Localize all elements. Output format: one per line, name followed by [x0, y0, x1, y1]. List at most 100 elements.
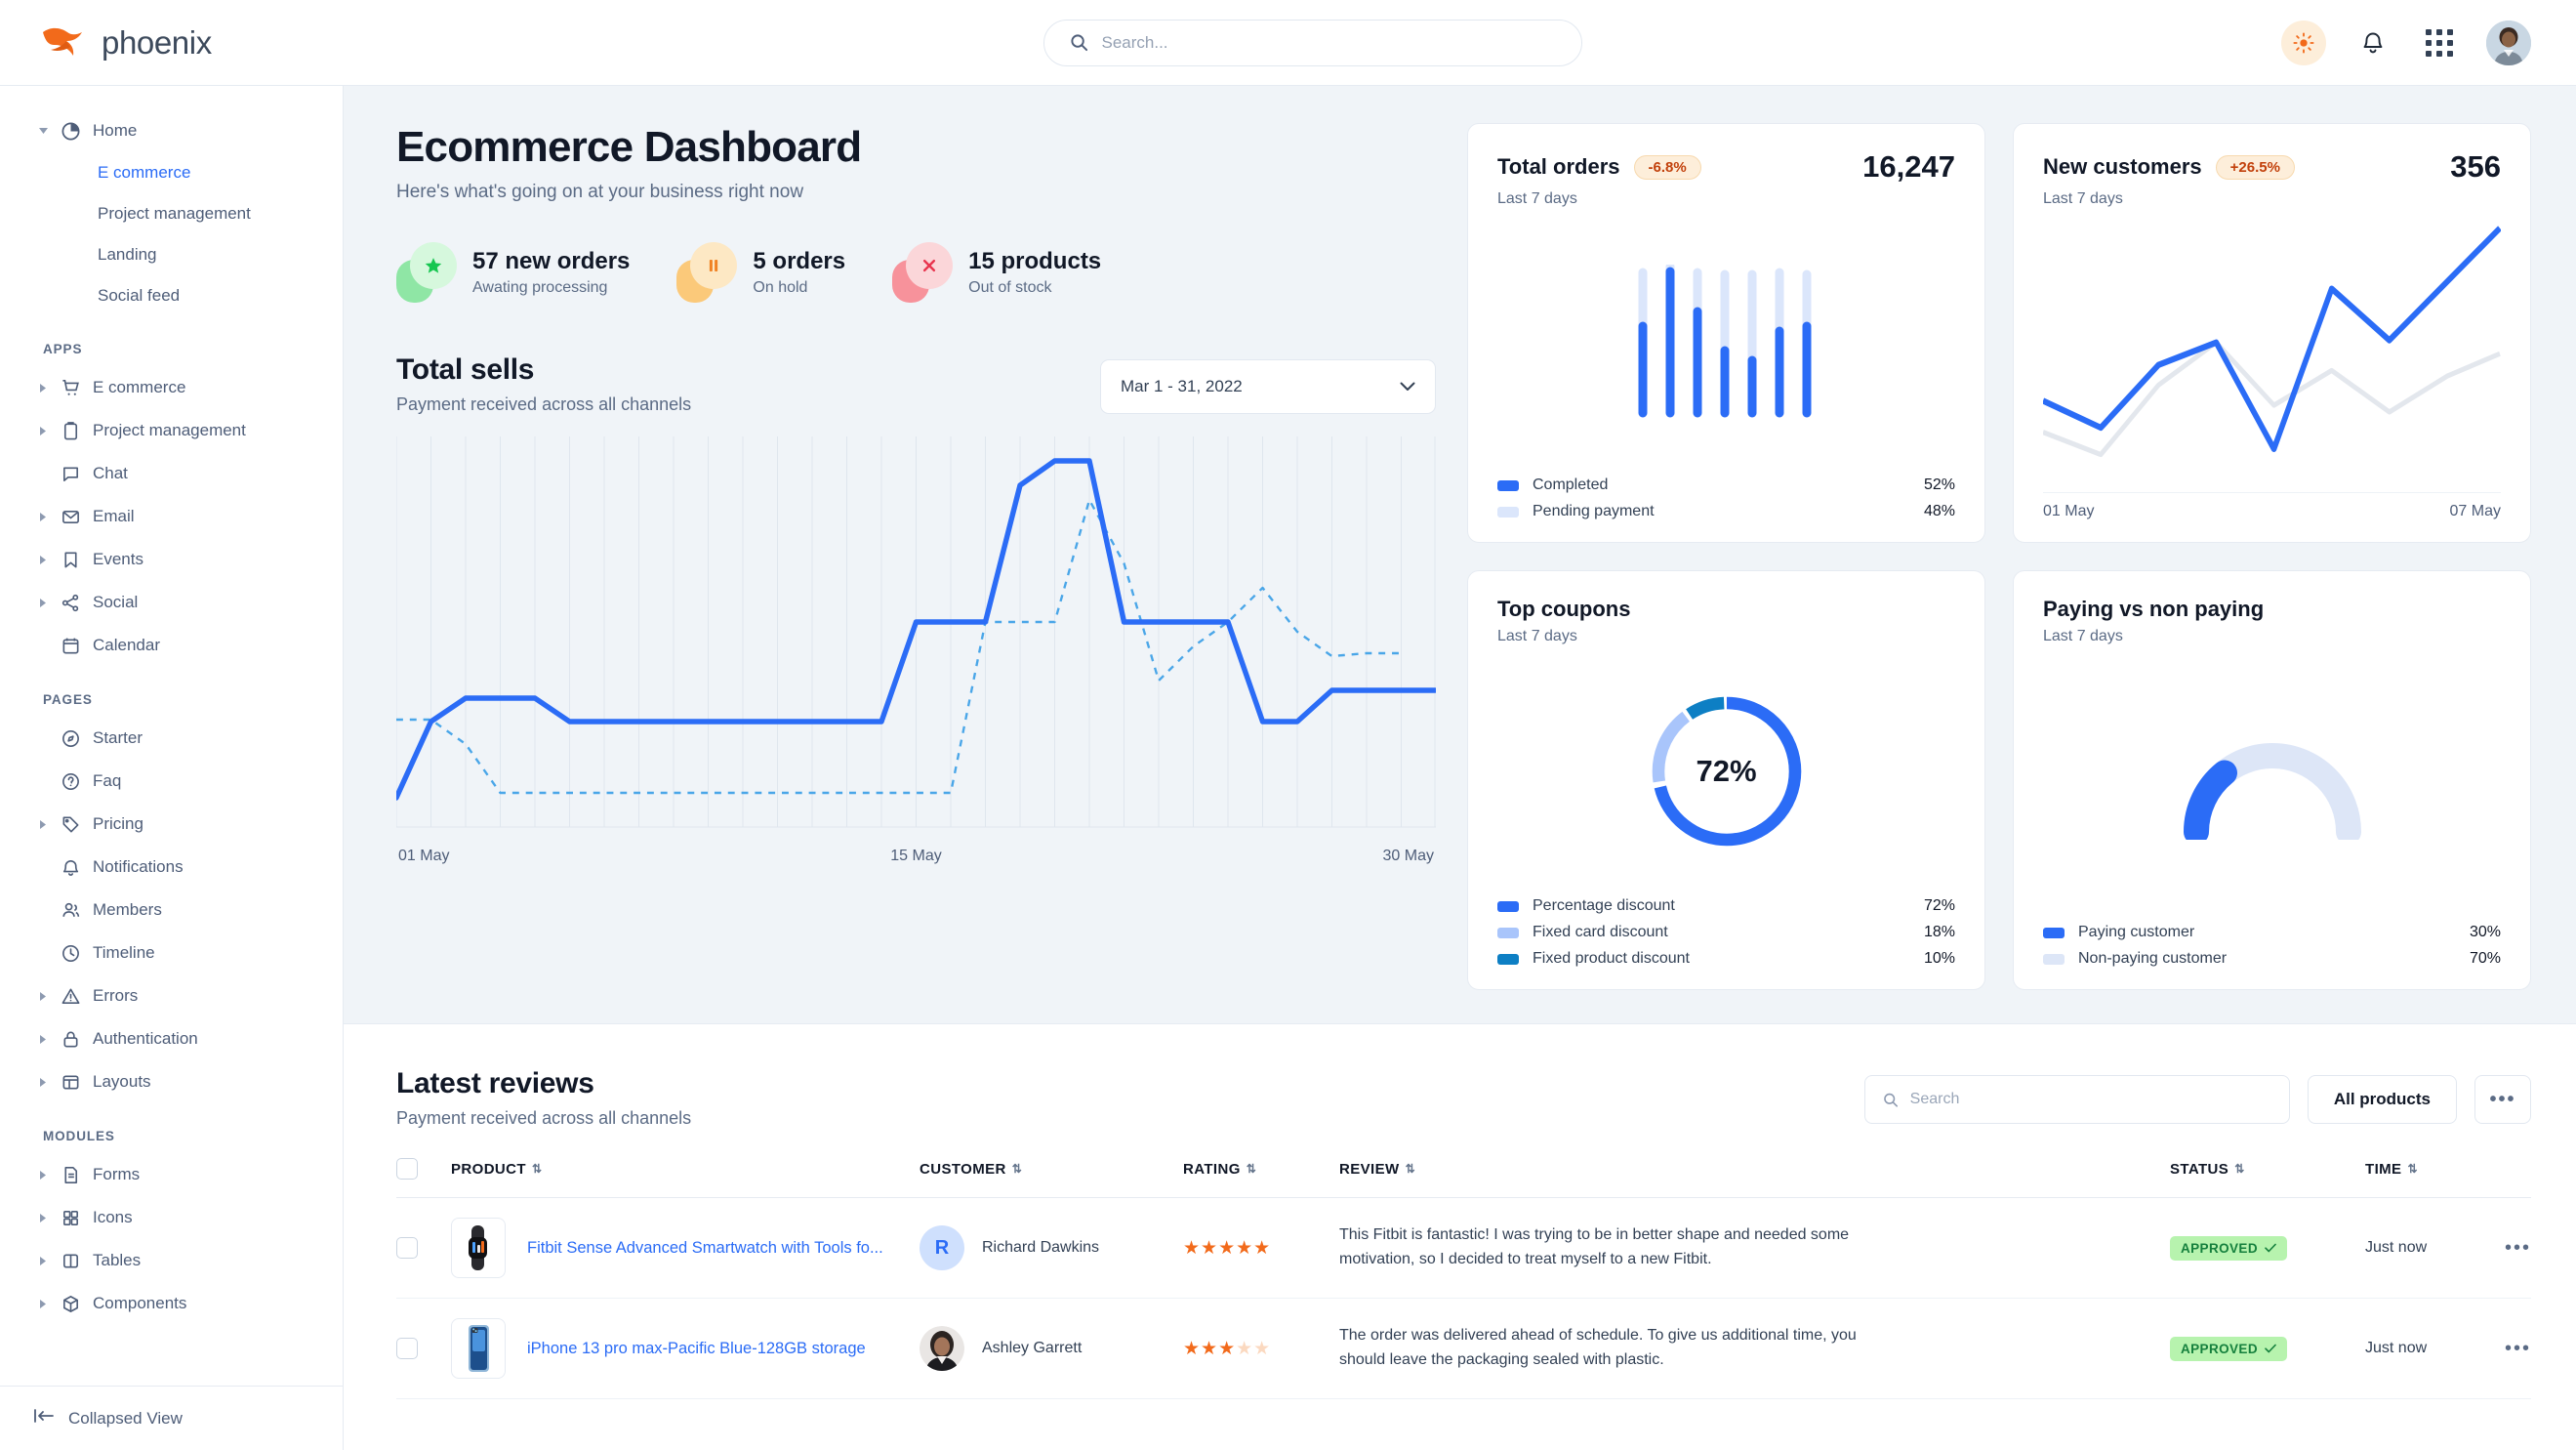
top-bar-actions — [2281, 20, 2576, 65]
chevron-right-icon — [37, 1169, 49, 1181]
sidebar-section-pages: PAGES — [43, 692, 93, 707]
row-actions-button[interactable]: ••• — [2504, 1236, 2531, 1259]
notifications-button[interactable] — [2353, 23, 2392, 62]
sidebar-item-errors[interactable]: Errors — [0, 974, 343, 1017]
total-orders-legend: Completed 52% Pending payment 48% — [1497, 476, 1955, 520]
column-review[interactable]: REVIEW ⇅ — [1339, 1158, 2170, 1198]
search-icon — [1884, 1093, 1898, 1107]
sidebar-item-components[interactable]: Components — [0, 1282, 343, 1325]
sidebar-item-pricing[interactable]: Pricing — [0, 803, 343, 846]
sidebar-item-layouts[interactable]: Layouts — [0, 1060, 343, 1103]
sidebar-subitem-e-commerce[interactable]: E commerce — [0, 152, 343, 193]
sidebar-scroll-area[interactable]: Home E commerce Project management Landi… — [0, 86, 343, 1386]
sidebar-item-tables[interactable]: Tables — [0, 1239, 343, 1282]
column-label: RATING — [1183, 1160, 1241, 1178]
new-customers-line-chart[interactable] — [2043, 208, 2501, 488]
select-all-checkbox[interactable] — [396, 1158, 418, 1180]
legend-swatch — [2043, 927, 2065, 938]
sidebar-item-label: Social — [93, 593, 139, 611]
chevron-right-icon — [37, 382, 49, 394]
top-coupons-legend: Percentage discount 72% Fixed card disco… — [1497, 897, 1955, 968]
sidebar-item-project-management[interactable]: Project management — [0, 409, 343, 452]
no-chevron — [37, 640, 49, 651]
sidebar-item-members[interactable]: Members — [0, 889, 343, 932]
column-product[interactable]: PRODUCT ⇅ — [451, 1158, 920, 1198]
table-row[interactable]: Fitbit Sense Advanced Smartwatch with To… — [396, 1197, 2531, 1299]
reviews-search-input[interactable] — [1909, 1091, 2271, 1108]
sidebar-item-e-commerce[interactable]: E commerce — [0, 366, 343, 409]
sidebar-item-starter[interactable]: Starter — [0, 717, 343, 760]
sidebar-item-events[interactable]: Events — [0, 538, 343, 581]
top-coupons-donut-svg — [1652, 696, 1801, 847]
sidebar-item-calendar[interactable]: Calendar — [0, 624, 343, 667]
search-input[interactable] — [1101, 32, 1556, 53]
total-sells-header: Total sells Payment received across all … — [396, 353, 1436, 415]
sidebar-item-faq[interactable]: Faq — [0, 760, 343, 803]
column-status[interactable]: STATUS ⇅ — [2170, 1158, 2365, 1198]
status-cell: APPROVED — [2170, 1197, 2365, 1299]
legend-item: Non-paying customer 70% — [2043, 950, 2501, 968]
card-subtitle: Last 7 days — [1497, 190, 1577, 207]
search-box[interactable] — [1043, 19, 1582, 66]
sidebar-item-authentication[interactable]: Authentication — [0, 1017, 343, 1060]
legend-item: Fixed product discount 10% — [1497, 950, 1955, 968]
sidebar-item-home[interactable]: Home — [0, 109, 343, 152]
sidebar-item-label: Faq — [93, 771, 122, 790]
chevron-right-icon — [37, 818, 49, 830]
reviews-more-button[interactable]: ••• — [2474, 1075, 2531, 1124]
reviews-search-box[interactable] — [1863, 1075, 2290, 1124]
date-range-value: Mar 1 - 31, 2022 — [1121, 377, 1243, 395]
x-tick-end: 30 May — [1382, 848, 1434, 864]
sidebar-item-forms[interactable]: Forms — [0, 1153, 343, 1196]
legend-label: Fixed card discount — [1533, 924, 1668, 940]
top-coupons-donut-chart[interactable]: 72% — [1497, 645, 1955, 897]
compass-icon — [59, 726, 83, 751]
sidebar-item-label: Email — [93, 507, 135, 525]
sidebar-item-timeline[interactable]: Timeline — [0, 932, 343, 974]
legend-item: Fixed card discount 18% — [1497, 924, 1955, 941]
sidebar-item-label: Home — [93, 121, 138, 140]
pie-chart-icon — [59, 119, 83, 144]
sidebar-subitem-project-management[interactable]: Project management — [0, 193, 343, 234]
row-checkbox[interactable] — [396, 1237, 418, 1259]
row-checkbox[interactable] — [396, 1338, 418, 1359]
total-sells-chart[interactable]: 01 May 15 May 30 May — [396, 436, 1436, 865]
user-avatar[interactable] — [2486, 20, 2531, 65]
all-products-button[interactable]: All products — [2307, 1075, 2457, 1124]
product-thumbnail — [451, 1218, 506, 1278]
sidebar-item-icons[interactable]: Icons — [0, 1196, 343, 1239]
column-time[interactable]: TIME ⇅ — [2365, 1158, 2531, 1198]
sidebar-item-email[interactable]: Email — [0, 495, 343, 538]
sidebar-item-notifications[interactable]: Notifications — [0, 846, 343, 889]
table-row[interactable]: iPhone 13 pro max-Pacific Blue-128GB sto… — [396, 1298, 2531, 1399]
chevron-down-icon — [1400, 382, 1415, 391]
total-orders-bar-chart[interactable] — [1497, 208, 1955, 476]
column-rating[interactable]: RATING ⇅ — [1183, 1158, 1339, 1198]
card-header: Top coupons — [1497, 597, 1955, 622]
product-link[interactable]: Fitbit Sense Advanced Smartwatch with To… — [527, 1238, 883, 1257]
box-icon — [59, 1292, 83, 1316]
trend-badge: +26.5% — [2215, 154, 2295, 180]
brand-logo[interactable]: phoenix — [0, 23, 344, 62]
row-actions-button[interactable]: ••• — [2504, 1337, 2531, 1359]
paying-gauge-chart[interactable] — [2043, 645, 2501, 924]
card-title: New customers — [2043, 154, 2202, 179]
sidebar-item-social[interactable]: Social — [0, 581, 343, 624]
date-range-select[interactable]: Mar 1 - 31, 2022 — [1100, 359, 1436, 414]
bell-icon — [2363, 32, 2383, 53]
stat-on-hold[interactable]: 5 orders On hold — [676, 242, 892, 303]
product-link[interactable]: iPhone 13 pro max-Pacific Blue-128GB sto… — [527, 1339, 866, 1357]
trend-badge: -6.8% — [1633, 154, 1701, 180]
sidebar-subitem-social-feed[interactable]: Social feed — [0, 275, 343, 316]
stat-out-of-stock[interactable]: 15 products Out of stock — [892, 242, 1148, 303]
legend-swatch — [1497, 506, 1519, 518]
sidebar-item-chat[interactable]: Chat — [0, 452, 343, 495]
document-icon — [59, 1163, 83, 1187]
theme-toggle-button[interactable] — [2281, 20, 2326, 65]
column-customer[interactable]: CUSTOMER ⇅ — [920, 1158, 1183, 1198]
stat-new-orders[interactable]: 57 new orders Awating processing — [396, 242, 676, 303]
collapse-view-button[interactable]: Collapsed View — [0, 1386, 343, 1450]
card-subtitle: Last 7 days — [2043, 628, 2123, 644]
apps-grid-button[interactable] — [2420, 23, 2459, 62]
sidebar-subitem-landing[interactable]: Landing — [0, 234, 343, 275]
